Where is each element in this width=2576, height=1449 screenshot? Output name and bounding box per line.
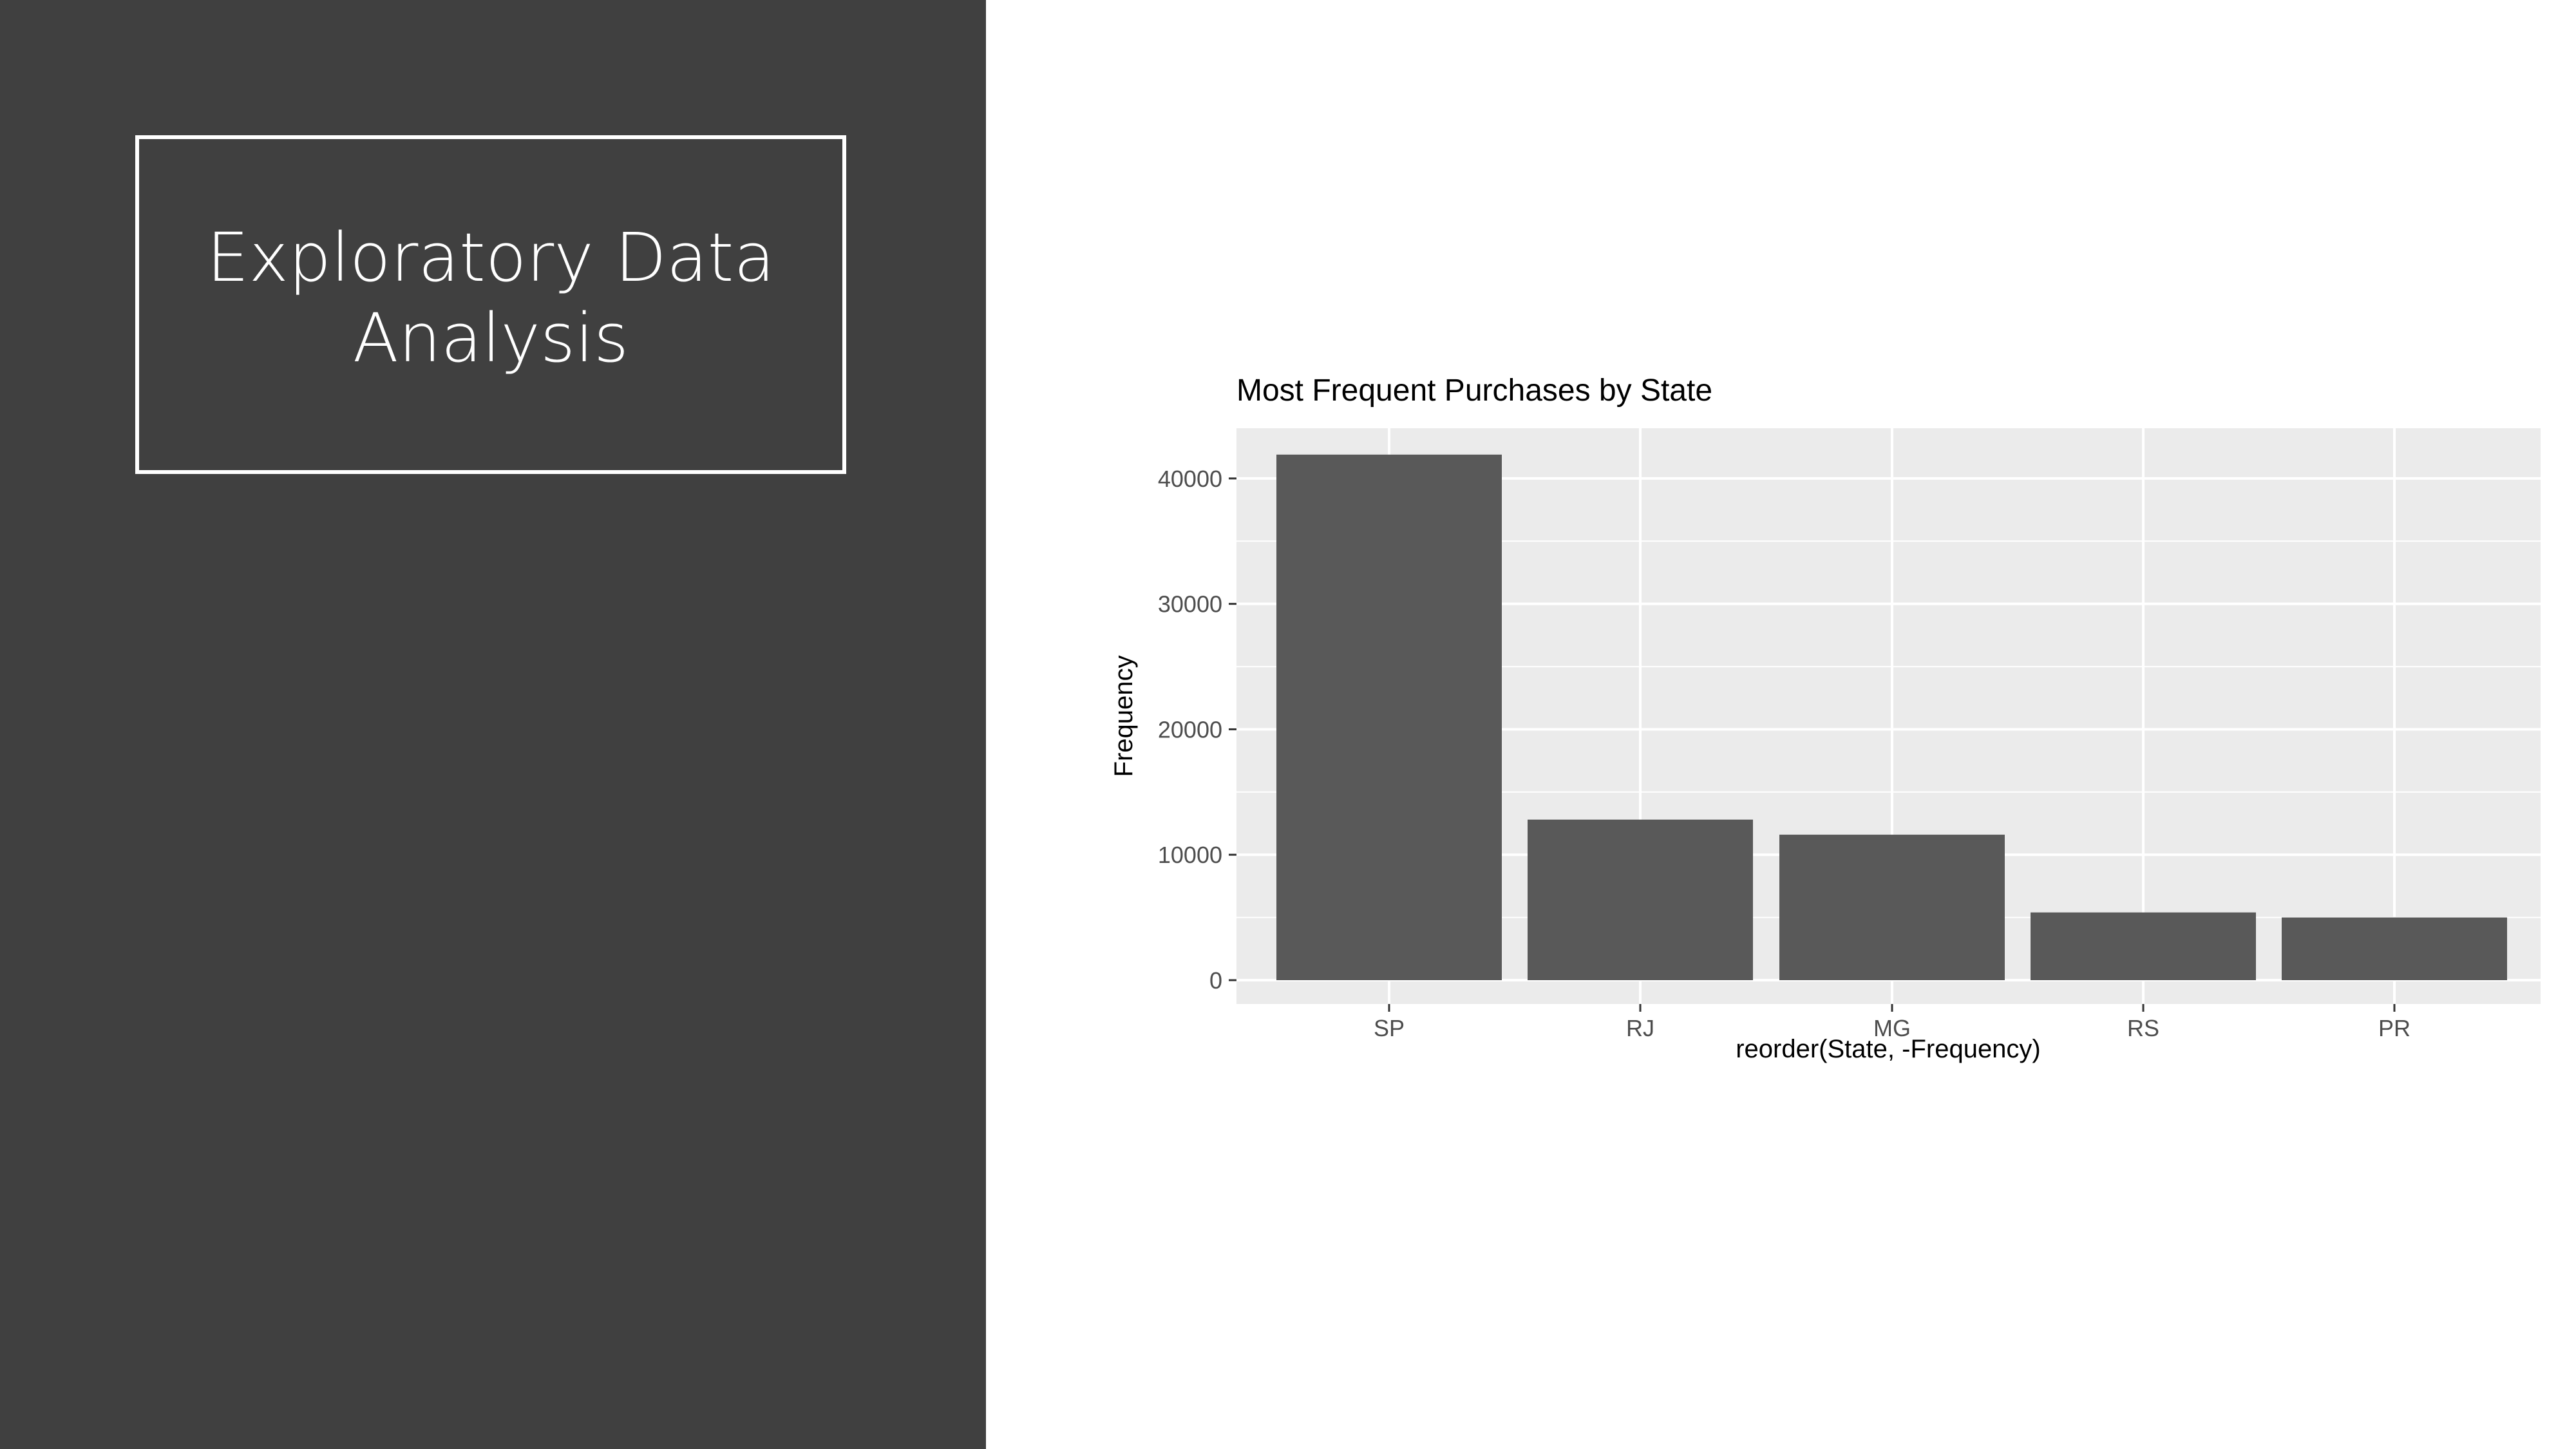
y-tick-label: 40000 — [1158, 466, 1222, 492]
y-tick-label: 20000 — [1158, 716, 1222, 743]
bar-sp — [1276, 454, 1502, 980]
x-axis-title: reorder(State, -Frequency) — [1736, 1035, 2041, 1063]
x-tick-label: RJ — [1626, 1015, 1654, 1041]
title-frame: Exploratory Data Analysis — [135, 135, 846, 474]
y-tick-label: 10000 — [1158, 842, 1222, 868]
left-panel: Exploratory Data Analysis — [0, 0, 986, 1449]
x-axis-ticks: SP RJ MG RS PR — [1374, 1004, 2410, 1041]
x-tick-label: PR — [2378, 1015, 2410, 1041]
x-tick-label: MG — [1873, 1015, 1911, 1041]
chart-title: Most Frequent Purchases by State — [1236, 374, 1712, 408]
bar-layer — [1276, 454, 2507, 980]
bar-mg — [1779, 835, 2005, 980]
slide-title: Exploratory Data Analysis — [206, 218, 775, 377]
y-axis-title: Frequency — [1110, 656, 1138, 777]
x-tick-label: SP — [1374, 1015, 1405, 1041]
bar-pr — [2282, 917, 2507, 980]
x-tick-label: RS — [2127, 1015, 2159, 1041]
bar-chart: Most Frequent Purchases by State 0 10000 2… — [1088, 361, 2576, 1095]
y-tick-label: 0 — [1209, 967, 1222, 994]
bar-rj — [1528, 819, 1753, 980]
chart-svg: Most Frequent Purchases by State 0 10000 2… — [1110, 374, 2541, 1063]
bar-rs — [2031, 912, 2256, 980]
y-tick-label: 30000 — [1158, 591, 1222, 618]
y-axis-ticks: 0 10000 20000 30000 40000 — [1158, 466, 1236, 994]
